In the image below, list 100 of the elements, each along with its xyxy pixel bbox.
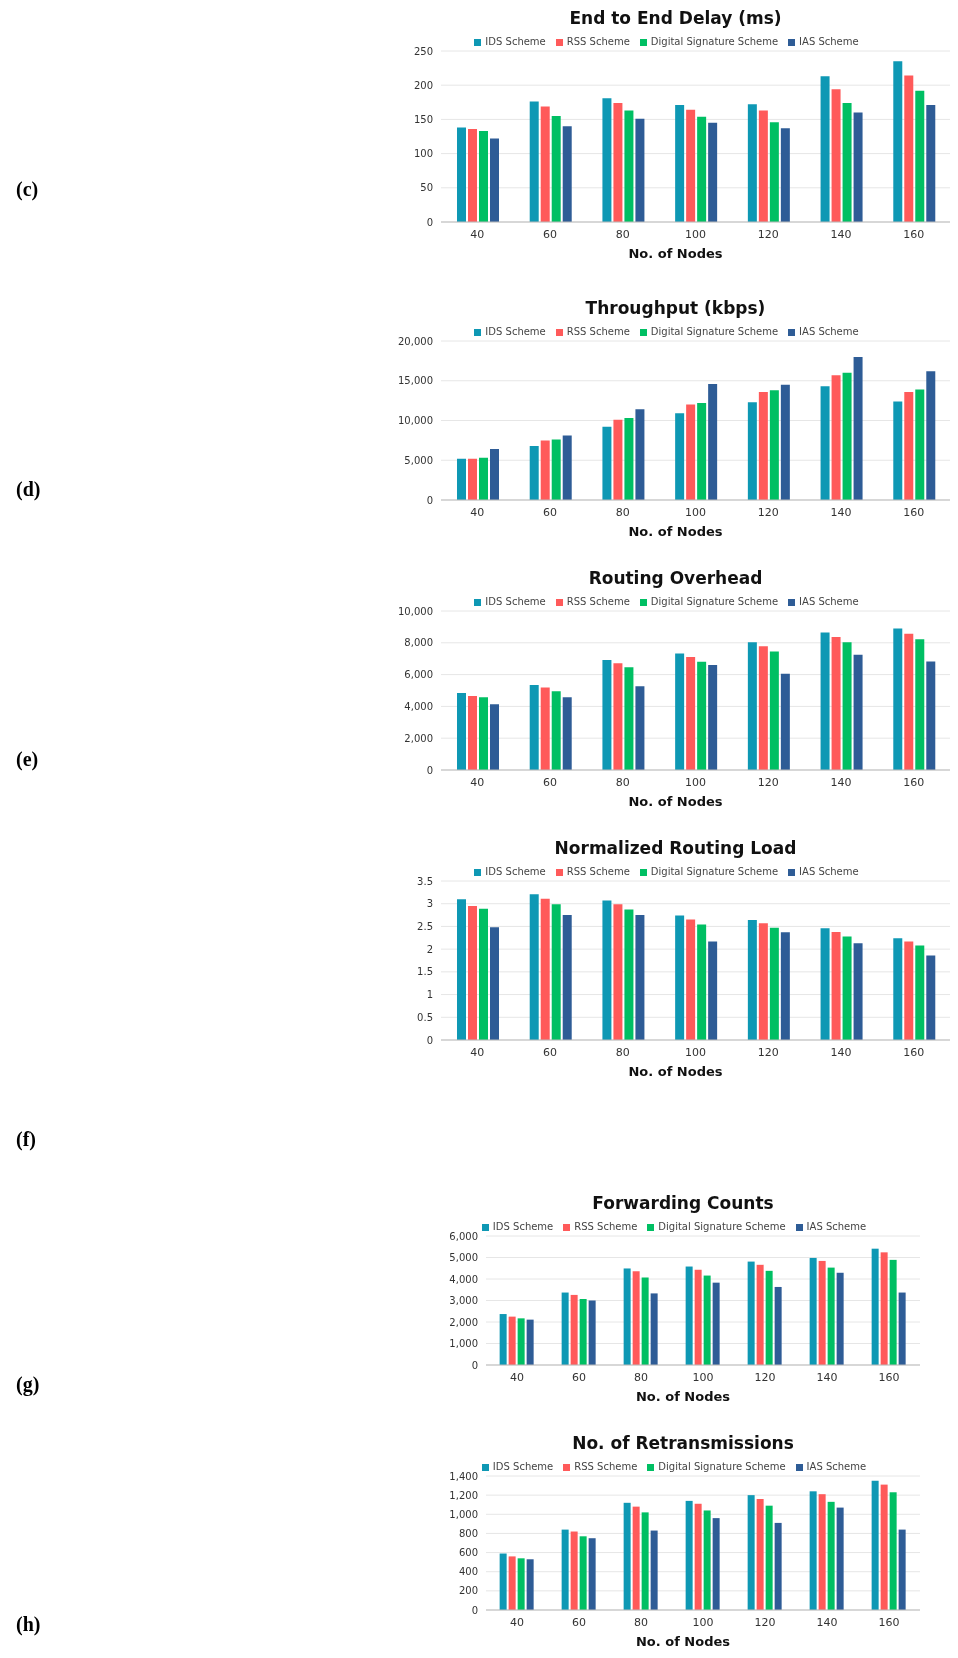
bar (758, 923, 768, 1040)
bar (831, 375, 841, 500)
bar (468, 696, 477, 770)
legend-label: RSS Scheme (566, 36, 630, 47)
x-tick-label: 100 (685, 1045, 706, 1059)
text: (e) (16, 748, 39, 771)
bar (827, 1501, 835, 1610)
bar (747, 1495, 755, 1610)
bar (915, 389, 925, 500)
bar (694, 1503, 702, 1610)
bar (697, 924, 707, 1040)
bar (468, 458, 477, 500)
legend-label: IAS Scheme (799, 866, 859, 877)
bar (551, 904, 561, 1040)
bar (490, 138, 499, 222)
bar (694, 1269, 702, 1365)
legend-label: Digital Signature Scheme (650, 596, 779, 607)
bar (529, 101, 539, 222)
bar (769, 651, 779, 770)
bar (588, 1300, 596, 1365)
bar (758, 391, 768, 500)
bar (818, 1260, 826, 1365)
x-tick-label: 80 (634, 1615, 648, 1629)
x-tick-label: 100 (685, 775, 706, 789)
bar (769, 927, 779, 1040)
bar (756, 1498, 764, 1610)
bar (685, 1500, 693, 1610)
bar (635, 686, 645, 770)
x-tick-label: 140 (830, 775, 852, 789)
x-tick-label: 120 (757, 1045, 779, 1059)
text: (d) (16, 478, 41, 501)
bar (686, 919, 696, 1040)
bar (820, 386, 830, 500)
text: (f) (16, 1128, 36, 1151)
chart-title: Forwarding Counts (591, 1193, 775, 1215)
bar (685, 1266, 693, 1365)
x-tick-label: 100 (685, 505, 706, 519)
bar (632, 1271, 640, 1365)
y-tick-label: 250 (413, 45, 433, 57)
bar (765, 1505, 773, 1610)
bar (468, 128, 477, 222)
bar (780, 384, 790, 500)
x-tick-label: 40 (510, 1615, 524, 1629)
bar (827, 1267, 835, 1365)
y-tick-label: 15,000 (398, 375, 433, 387)
bar (820, 76, 830, 222)
bar (613, 663, 623, 770)
bar (650, 1293, 658, 1365)
legend-label: Digital Signature Scheme (658, 1461, 786, 1472)
bar (820, 928, 830, 1040)
bar (780, 673, 790, 770)
text: (c) (16, 178, 39, 201)
legend-label: Digital Signature Scheme (658, 1221, 786, 1232)
bar (686, 404, 696, 500)
y-tick-label: 150 (413, 113, 433, 125)
bar (551, 439, 561, 500)
y-tick-label: 50 (420, 182, 433, 194)
bar (529, 684, 539, 770)
bar (562, 915, 572, 1040)
bar (898, 1292, 906, 1365)
bar (632, 1506, 640, 1610)
x-tick-label: 160 (903, 505, 925, 519)
legend-label: IDS Scheme (485, 866, 546, 877)
bar (853, 943, 863, 1040)
bar (831, 637, 841, 770)
bar (926, 105, 936, 222)
bar (562, 126, 572, 222)
x-axis-title: No. of Nodes (627, 524, 724, 539)
y-tick-label: 1,000 (449, 1338, 478, 1350)
bar (880, 1252, 888, 1365)
x-axis-title: No. of Nodes (634, 1634, 732, 1649)
legend-label: RSS Scheme (566, 596, 630, 607)
y-tick-label: 4,000 (404, 700, 433, 712)
x-tick-label: 160 (878, 1370, 900, 1384)
bar (499, 1553, 507, 1610)
bar (686, 656, 696, 770)
bar (517, 1558, 525, 1610)
y-tick-label: 5,000 (404, 454, 433, 466)
y-tick-label: 3,000 (449, 1295, 478, 1307)
y-tick-label: 6,000 (449, 1230, 478, 1242)
x-tick-label: 160 (878, 1615, 900, 1629)
x-tick-label: 120 (757, 505, 779, 519)
y-tick-label: 6,000 (404, 669, 433, 681)
bar (893, 401, 903, 500)
bar (675, 915, 685, 1040)
bar (613, 419, 623, 500)
bar (889, 1259, 897, 1365)
bar (836, 1272, 844, 1365)
legend-label: RSS Scheme (566, 326, 630, 337)
bar (613, 102, 623, 222)
bar (540, 898, 550, 1040)
bar (880, 1484, 888, 1610)
bar (602, 98, 612, 222)
bar (624, 909, 634, 1040)
bar (457, 693, 466, 770)
y-tick-label: 200 (458, 1585, 478, 1597)
bar (697, 661, 707, 770)
legend-label: IAS Scheme (806, 1461, 867, 1472)
y-tick-label: 3.5 (417, 875, 433, 887)
bar (697, 116, 707, 222)
